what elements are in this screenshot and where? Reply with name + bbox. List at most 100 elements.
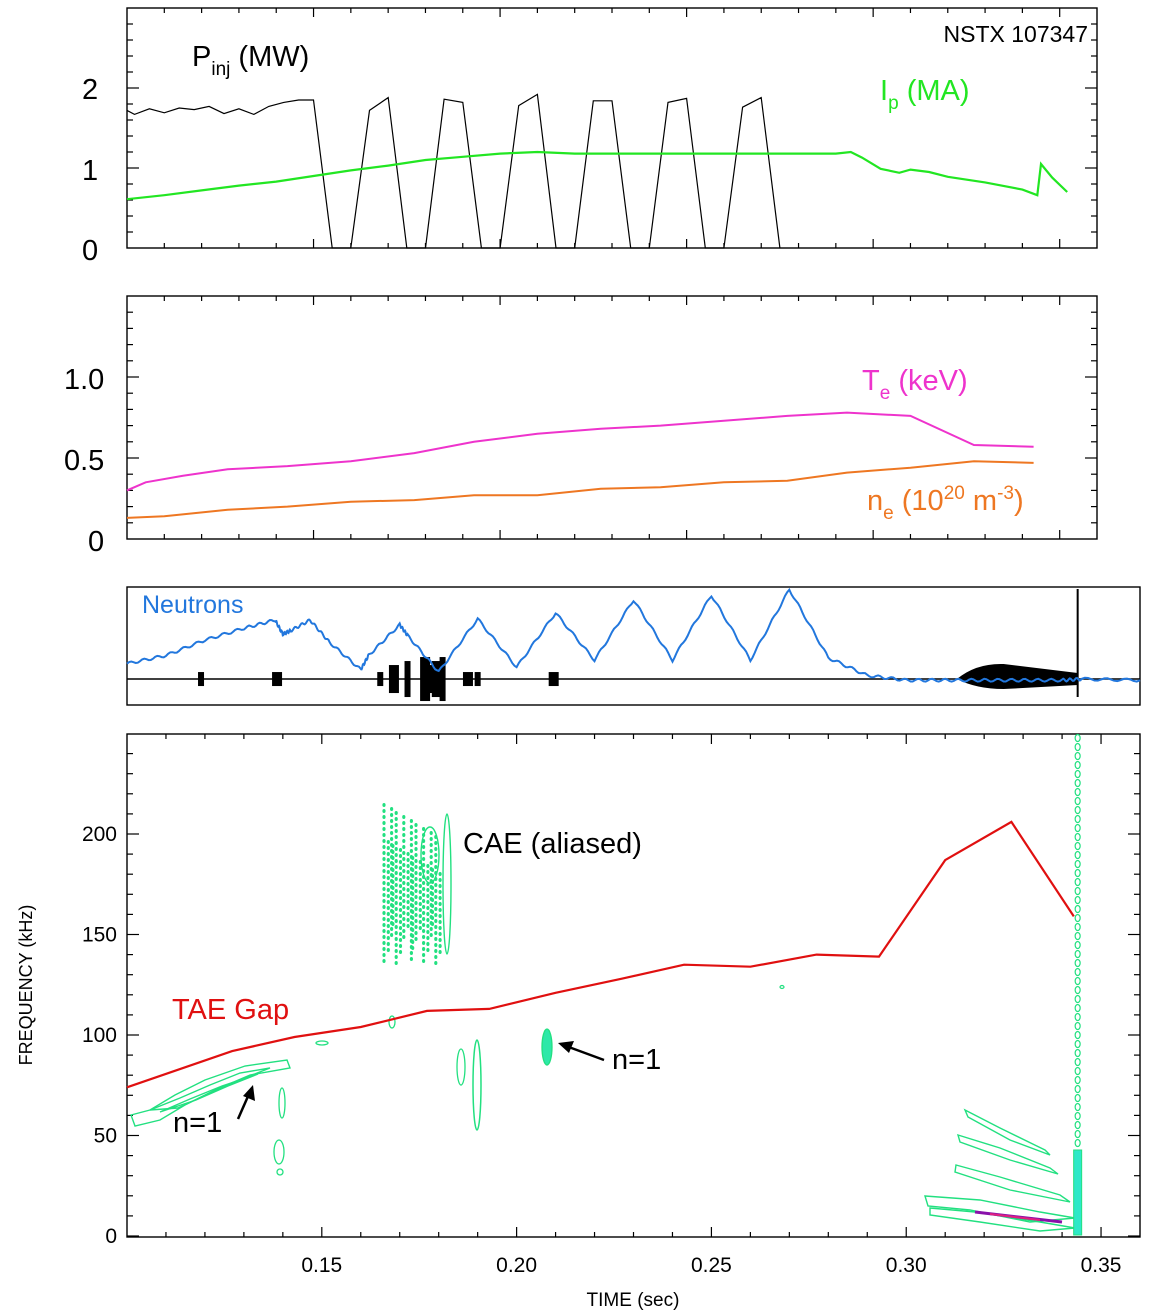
contour-cae-dot xyxy=(402,827,406,831)
contour-cae-dot xyxy=(422,923,426,927)
contour-cae-dot xyxy=(386,840,390,844)
contour-cae-dot xyxy=(434,841,438,845)
contour-vertical-dot xyxy=(1074,1012,1081,1022)
contour-cae-dot xyxy=(418,896,422,900)
contour-blob xyxy=(278,1087,286,1119)
contour-cae-dot xyxy=(411,880,415,884)
contour-cae-dot xyxy=(402,911,406,915)
contour-cae-dot xyxy=(382,803,386,807)
panel2-ytick-10: 1.0 xyxy=(64,364,104,396)
contour-vertical-dot xyxy=(1074,904,1081,914)
contour-cae-dot xyxy=(414,913,418,917)
contour-cae-dot xyxy=(414,925,418,929)
contour-cae-dot xyxy=(398,896,403,900)
contour-cae-dot xyxy=(422,929,426,933)
contour-cae-dot xyxy=(402,863,406,867)
contour-cae-dot xyxy=(429,855,433,859)
contour-cae-dot xyxy=(394,931,398,935)
contour-cae-dot xyxy=(422,851,426,855)
panel1-ytick-0: 0 xyxy=(82,235,98,267)
contour-cae-dot xyxy=(438,878,442,882)
contour-cae-dot xyxy=(390,927,394,931)
contour-cae-dot xyxy=(438,950,442,954)
contour-cae-dot xyxy=(398,932,403,936)
contour-cae-dot xyxy=(406,864,410,868)
contour-cae-dot xyxy=(386,906,390,910)
contour-cae-dot xyxy=(418,884,422,888)
contour-cae-dot xyxy=(386,900,390,904)
contour-cae-dot xyxy=(394,859,398,863)
contour-cae-dot xyxy=(402,857,406,861)
contour-vertical-dot xyxy=(1074,814,1081,824)
contour-cae-dot xyxy=(398,866,403,870)
contour-cae-dot xyxy=(394,811,398,815)
series-neutrons-line xyxy=(126,587,1141,683)
contour-cae-dot xyxy=(406,876,410,880)
contour-cae-dot xyxy=(398,926,403,930)
contour-cae-dot xyxy=(394,835,398,839)
contour-cae-dot xyxy=(402,905,406,909)
contour-cae-dot xyxy=(434,865,438,869)
x-tick-label: 0.30 xyxy=(886,1254,927,1277)
contour-cae-dot xyxy=(382,917,386,921)
tae-gap-label: TAE Gap xyxy=(172,994,289,1026)
contour-cae-dot xyxy=(414,901,418,905)
contour-cae-dot xyxy=(438,914,442,918)
contour-vertical-dot xyxy=(1074,949,1081,959)
contour-cae-dot xyxy=(434,943,438,947)
contour-late-peak-core xyxy=(989,1213,1041,1221)
te-series-label: Te (keV) xyxy=(862,365,968,404)
mirnov-burst xyxy=(198,672,205,687)
contour-cae-dot xyxy=(438,920,442,924)
contour-cae-dot xyxy=(418,908,422,912)
contour-vertical-dot xyxy=(1074,1102,1081,1112)
contour-cae-dot xyxy=(390,813,394,817)
contour-cae-dot xyxy=(391,904,395,908)
contour-cae-dot xyxy=(382,929,386,933)
contour-vertical-dot xyxy=(1074,958,1081,968)
contour-vertical-dot xyxy=(1074,886,1081,896)
contour-cae-dot xyxy=(394,949,398,953)
contour-cae-dot xyxy=(382,815,386,819)
contour-cae-dot xyxy=(394,817,398,821)
arrow-n1-right xyxy=(558,1041,605,1062)
contour-cae-dot xyxy=(394,823,398,827)
contour-cae-dot xyxy=(434,931,438,935)
contour-cae-dot xyxy=(411,898,415,902)
contour-vertical-dot xyxy=(1074,1084,1081,1094)
contour-vertical-dot xyxy=(1074,769,1081,779)
contour-cae-dot xyxy=(429,927,433,931)
x-tick-label: 0.35 xyxy=(1081,1254,1122,1277)
contour-vertical-dot xyxy=(1074,1057,1081,1067)
contour-blob xyxy=(388,1015,396,1029)
contour-vertical-dot xyxy=(1074,868,1081,878)
contour-cae-dot xyxy=(434,955,438,959)
contour-cae-dot xyxy=(434,901,438,905)
contour-cae-dot xyxy=(414,871,418,875)
contour-cae-dot xyxy=(414,835,418,839)
contour-cae-dot xyxy=(426,930,430,934)
contour-vertical-dot xyxy=(1074,940,1081,950)
contour-cae-dot xyxy=(391,856,395,860)
contour-cae-dot xyxy=(414,889,418,893)
contour-cae-dot xyxy=(426,906,430,910)
contour-cae-dot xyxy=(434,895,438,899)
contour-cae-dot xyxy=(434,949,438,953)
contour-blob xyxy=(472,1039,482,1131)
ne-series-label: ne (1020 m-3) xyxy=(867,483,1024,524)
contour-cae-dot xyxy=(391,862,395,866)
contour-cae-dot xyxy=(386,876,390,880)
contour-cae-dot xyxy=(411,922,415,926)
contour-cae-dot xyxy=(402,839,406,843)
contour-vertical-dot xyxy=(1074,967,1081,977)
arrow-n1-left xyxy=(236,1085,255,1120)
contour-cae-dot xyxy=(406,852,410,856)
contour-cae-dot xyxy=(418,914,422,918)
contour-cae-dot xyxy=(414,823,418,827)
contour-cae-dot xyxy=(398,860,403,864)
contour-cae-dot xyxy=(438,884,442,888)
contour-cae-dot xyxy=(394,961,398,965)
panel2-ticks xyxy=(127,296,1097,539)
contour-cae-dot xyxy=(402,815,406,819)
contour-cae-dot xyxy=(402,929,406,933)
